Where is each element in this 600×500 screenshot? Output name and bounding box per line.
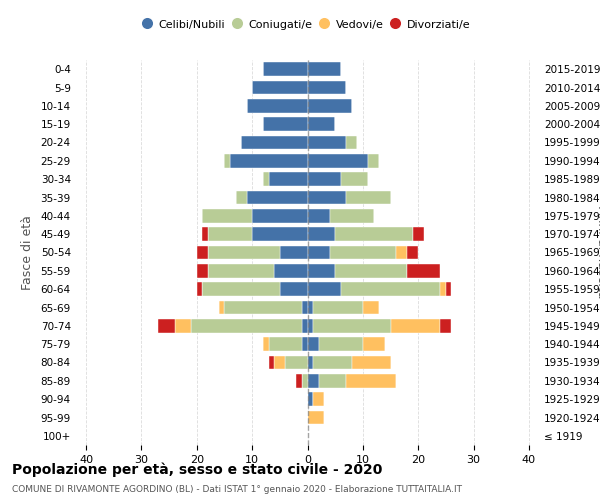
Bar [313, 392, 324, 406]
Bar [158, 319, 175, 332]
Bar [346, 374, 396, 388]
Bar [302, 300, 308, 314]
Bar [302, 374, 308, 388]
Bar [263, 118, 308, 131]
Bar [308, 264, 335, 278]
Bar [319, 338, 363, 351]
Bar [280, 246, 308, 260]
Bar [263, 338, 269, 351]
Bar [252, 80, 308, 94]
Bar [308, 300, 313, 314]
Bar [313, 300, 363, 314]
Bar [269, 356, 274, 370]
Bar [302, 319, 308, 332]
Bar [329, 246, 396, 260]
Y-axis label: Anni di nascita: Anni di nascita [595, 206, 600, 298]
Bar [286, 356, 308, 370]
Bar [313, 319, 391, 332]
Bar [335, 264, 407, 278]
Bar [269, 172, 308, 186]
Bar [440, 282, 446, 296]
Bar [302, 338, 308, 351]
Bar [219, 300, 224, 314]
Bar [329, 209, 374, 222]
Bar [308, 172, 341, 186]
Bar [308, 62, 341, 76]
Bar [308, 319, 313, 332]
Bar [319, 374, 346, 388]
Bar [308, 392, 313, 406]
Bar [335, 228, 413, 241]
Bar [308, 154, 368, 168]
Bar [274, 356, 286, 370]
Bar [341, 172, 368, 186]
Bar [308, 356, 313, 370]
Bar [252, 209, 308, 222]
Bar [308, 410, 324, 424]
Bar [308, 136, 346, 149]
Bar [308, 228, 335, 241]
Bar [197, 264, 208, 278]
Bar [352, 356, 391, 370]
Bar [175, 319, 191, 332]
Bar [208, 264, 274, 278]
Bar [197, 246, 208, 260]
Bar [363, 300, 379, 314]
Bar [308, 99, 352, 112]
Bar [191, 319, 302, 332]
Bar [202, 209, 252, 222]
Bar [263, 172, 269, 186]
Bar [346, 190, 391, 204]
Bar [202, 282, 280, 296]
Bar [407, 246, 418, 260]
Bar [224, 300, 302, 314]
Bar [197, 282, 202, 296]
Bar [247, 190, 308, 204]
Bar [263, 62, 308, 76]
Bar [308, 374, 319, 388]
Bar [313, 356, 352, 370]
Y-axis label: Fasce di età: Fasce di età [20, 215, 34, 290]
Bar [241, 136, 308, 149]
Bar [208, 246, 280, 260]
Bar [224, 154, 230, 168]
Bar [308, 338, 319, 351]
Bar [280, 282, 308, 296]
Bar [407, 264, 440, 278]
Bar [252, 228, 308, 241]
Text: Popolazione per età, sesso e stato civile - 2020: Popolazione per età, sesso e stato civil… [12, 462, 382, 477]
Bar [308, 282, 341, 296]
Bar [308, 80, 346, 94]
Bar [363, 338, 385, 351]
Bar [308, 246, 329, 260]
Bar [308, 118, 335, 131]
Bar [446, 282, 451, 296]
Text: COMUNE DI RIVAMONTE AGORDINO (BL) - Dati ISTAT 1° gennaio 2020 - Elaborazione TU: COMUNE DI RIVAMONTE AGORDINO (BL) - Dati… [12, 485, 462, 494]
Bar [341, 282, 440, 296]
Legend: Celibi/Nubili, Coniugati/e, Vedovi/e, Divorziati/e: Celibi/Nubili, Coniugati/e, Vedovi/e, Di… [141, 16, 474, 33]
Bar [296, 374, 302, 388]
Bar [391, 319, 440, 332]
Bar [247, 99, 308, 112]
Bar [413, 228, 424, 241]
Bar [202, 228, 208, 241]
Bar [236, 190, 247, 204]
Bar [230, 154, 308, 168]
Bar [308, 190, 346, 204]
Bar [308, 209, 329, 222]
Bar [440, 319, 451, 332]
Bar [396, 246, 407, 260]
Bar [269, 338, 302, 351]
Bar [346, 136, 358, 149]
Bar [208, 228, 252, 241]
Bar [368, 154, 379, 168]
Bar [274, 264, 308, 278]
